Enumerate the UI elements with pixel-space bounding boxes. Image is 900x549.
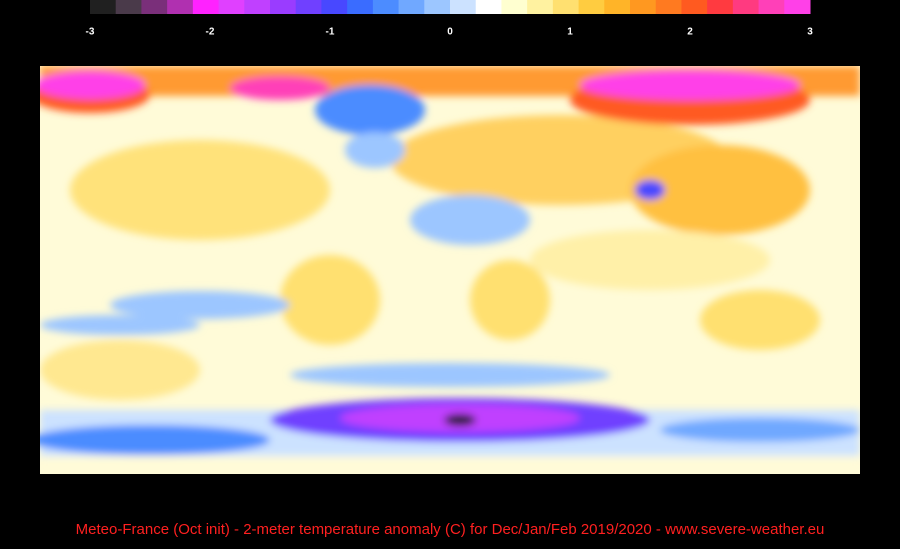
colorbar-segment xyxy=(630,0,657,14)
colorbar: -3 -2 -1 0 1 2 3 xyxy=(86,0,813,38)
colorbar-segment xyxy=(681,0,708,14)
colorbar-tick-label: -1 xyxy=(326,27,335,38)
colorbar-segment xyxy=(270,0,297,14)
colorbar-tick-label: -3 xyxy=(86,27,95,38)
colorbar-segment xyxy=(398,0,425,14)
colorbar-segment xyxy=(527,0,554,14)
colorbar-segment xyxy=(115,0,142,14)
colorbar-segment xyxy=(192,0,220,14)
colorbar-segment xyxy=(707,0,734,14)
colorbar-segment xyxy=(141,0,168,14)
colorbar-segment xyxy=(244,0,271,14)
caption: Meteo-France (Oct init) - 2-meter temper… xyxy=(76,521,825,538)
colorbar-segment xyxy=(604,0,631,14)
colorbar-segment xyxy=(450,0,477,14)
colorbar-tick-label: -2 xyxy=(206,27,215,38)
map xyxy=(40,66,860,474)
colorbar-tick-label: 2 xyxy=(687,27,693,38)
colorbar-tick-label: 3 xyxy=(807,27,813,38)
colorbar-segment xyxy=(784,0,811,14)
colorbar-segment xyxy=(167,0,194,14)
colorbar-tick-label: 0 xyxy=(447,27,453,38)
colorbar-segment xyxy=(321,0,348,14)
colorbar-segment xyxy=(552,0,580,14)
colorbar-segment xyxy=(732,0,760,14)
colorbar-segment xyxy=(295,0,322,14)
colorbar-segment xyxy=(501,0,528,14)
colorbar-segment xyxy=(372,0,400,14)
colorbar-segment xyxy=(218,0,245,14)
colorbar-segment xyxy=(655,0,682,14)
colorbar-segment xyxy=(578,0,605,14)
colorbar-segment xyxy=(90,0,117,14)
colorbar-segment xyxy=(424,0,451,14)
colorbar-segment xyxy=(475,0,502,14)
colorbar-segment xyxy=(347,0,374,14)
colorbar-tick-label: 1 xyxy=(567,27,573,38)
colorbar-segment xyxy=(758,0,785,14)
